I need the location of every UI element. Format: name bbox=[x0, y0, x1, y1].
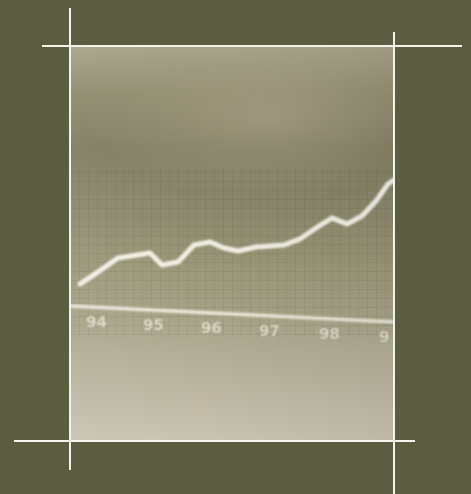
trend-line bbox=[77, 177, 394, 287]
tick-label-96: 96 bbox=[201, 319, 222, 337]
frame-line-right bbox=[393, 32, 395, 494]
tick-label-98: 98 bbox=[319, 325, 340, 343]
frame-line-bottom bbox=[14, 440, 415, 442]
x-axis-line bbox=[70, 304, 394, 324]
tick-label-99-partial: 9 bbox=[379, 328, 389, 346]
stock-chart-photo: 94 95 96 97 98 9 bbox=[70, 46, 394, 441]
tick-label-95: 95 bbox=[143, 316, 164, 334]
tick-label-97: 97 bbox=[259, 322, 280, 340]
frame-line-left bbox=[69, 8, 71, 470]
tick-label-94: 94 bbox=[86, 313, 107, 331]
frame-line-top bbox=[42, 45, 462, 47]
chart-graphic: 94 95 96 97 98 9 bbox=[70, 166, 394, 346]
